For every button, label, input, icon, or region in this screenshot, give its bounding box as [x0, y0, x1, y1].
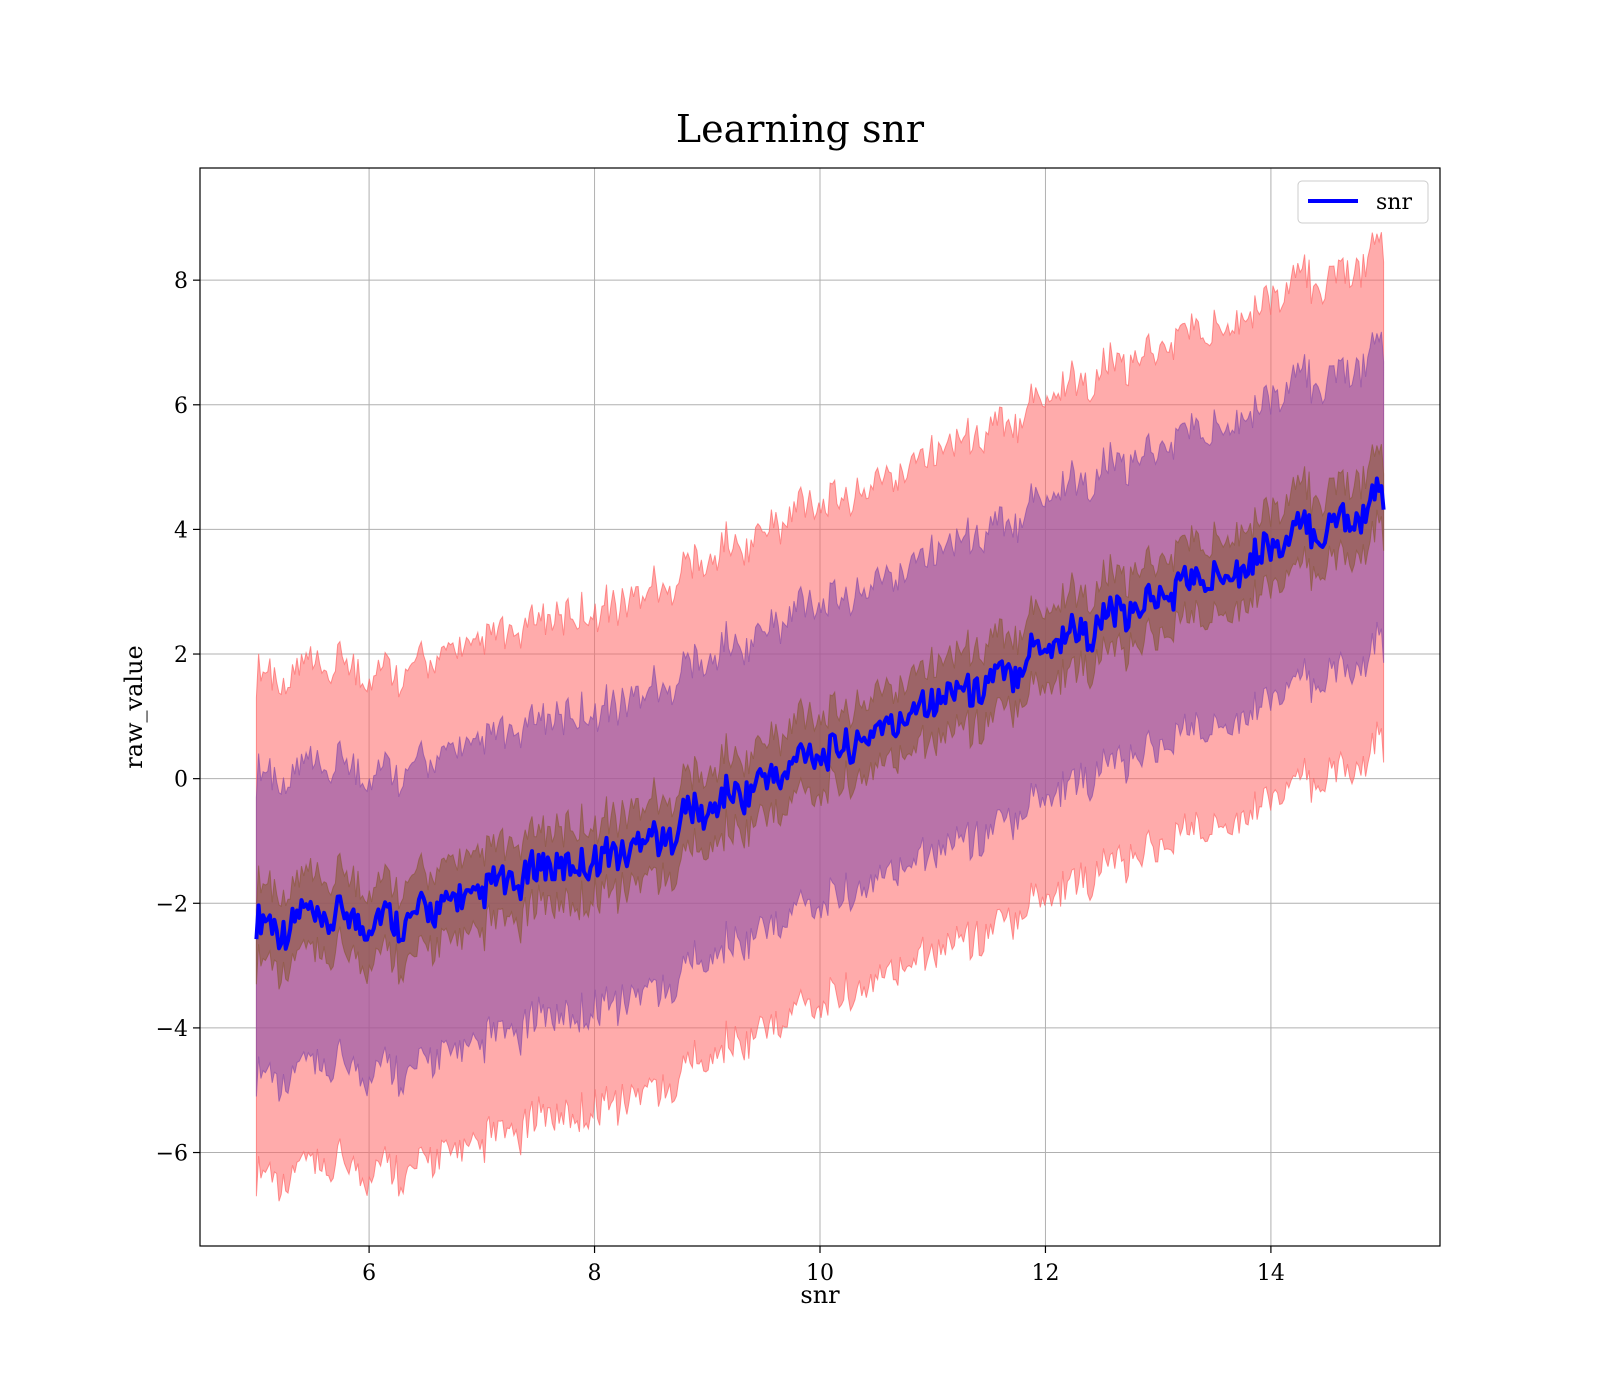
y-tick-label: −4 [156, 1017, 188, 1042]
axis-ticks: 6 8 10 12 14 −6 −4 −2 0 2 4 6 8 [156, 269, 1285, 1286]
middle-band [255, 331, 1385, 1102]
legend-entry-snr: snr [1376, 190, 1412, 215]
x-axis-label: snr [800, 1281, 840, 1309]
y-tick-label: 2 [174, 643, 188, 668]
y-tick-label: −6 [156, 1142, 188, 1167]
x-tick-label: 8 [588, 1261, 602, 1286]
x-tick-label: 6 [362, 1261, 376, 1286]
y-tick-label: 6 [174, 394, 188, 419]
y-tick-label: 0 [174, 768, 188, 793]
series-lines [254, 476, 1386, 951]
x-tick-label: 12 [1031, 1261, 1059, 1286]
y-axis-label: raw_value [120, 645, 148, 769]
series-line-snr [254, 476, 1386, 951]
y-tick-label: −2 [156, 892, 188, 917]
legend-box [1297, 180, 1429, 224]
x-tick-label: 14 [1257, 1261, 1285, 1286]
legend: snr [1297, 180, 1429, 224]
y-tick-label: 4 [174, 518, 188, 543]
y-tick-label: 8 [174, 269, 188, 294]
chart-title: Learning snr [676, 107, 925, 151]
x-tick-label: 10 [806, 1261, 834, 1286]
